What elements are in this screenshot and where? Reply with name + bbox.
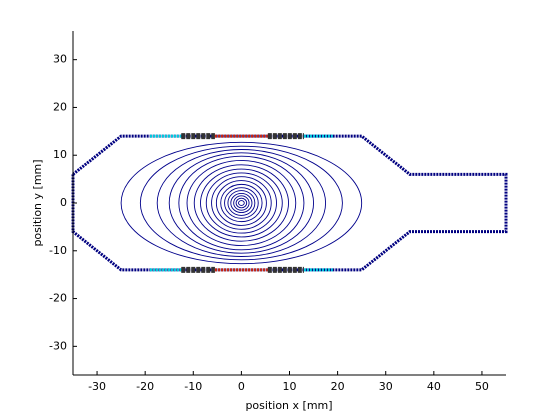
contour-line bbox=[220, 183, 263, 223]
contour-line bbox=[235, 197, 248, 209]
contour-line bbox=[224, 187, 259, 219]
x-tick-label: 40 bbox=[427, 380, 441, 393]
x-tick-label: -10 bbox=[184, 380, 202, 393]
y-tick-label: 0 bbox=[60, 196, 67, 209]
contour-line bbox=[205, 172, 277, 234]
y-tick-label: -10 bbox=[49, 244, 67, 257]
contour-line bbox=[238, 200, 245, 206]
x-tick-label: 10 bbox=[283, 380, 297, 393]
contour-line bbox=[233, 195, 250, 211]
boundary bbox=[71, 134, 508, 272]
contour-line bbox=[227, 190, 256, 216]
y-axis-label: position y [mm] bbox=[31, 159, 44, 246]
contour-line bbox=[215, 180, 267, 226]
contour-line bbox=[178, 155, 305, 251]
contour-line bbox=[193, 164, 289, 242]
contour-line bbox=[156, 149, 327, 257]
contour-line bbox=[186, 160, 297, 246]
y-tick-label: 10 bbox=[53, 148, 67, 161]
y-tick-label: -20 bbox=[49, 292, 67, 305]
x-axis-label: position x [mm] bbox=[245, 399, 332, 412]
x-tick-label: 0 bbox=[238, 380, 245, 393]
contour-line bbox=[200, 168, 283, 238]
y-tick-label: 30 bbox=[53, 53, 67, 66]
x-tick-label: 20 bbox=[331, 380, 345, 393]
y-tick-label: -30 bbox=[49, 339, 67, 352]
contour-line bbox=[120, 141, 363, 265]
contour-line bbox=[168, 152, 315, 254]
contour-line bbox=[230, 192, 253, 214]
y-tick-label: 20 bbox=[53, 100, 67, 113]
contour-line bbox=[139, 145, 343, 261]
contour-line bbox=[211, 176, 272, 230]
x-tick-label: -20 bbox=[136, 380, 154, 393]
x-tick-label: -30 bbox=[88, 380, 106, 393]
x-tick-label: 30 bbox=[379, 380, 393, 393]
x-tick-label: 50 bbox=[475, 380, 489, 393]
